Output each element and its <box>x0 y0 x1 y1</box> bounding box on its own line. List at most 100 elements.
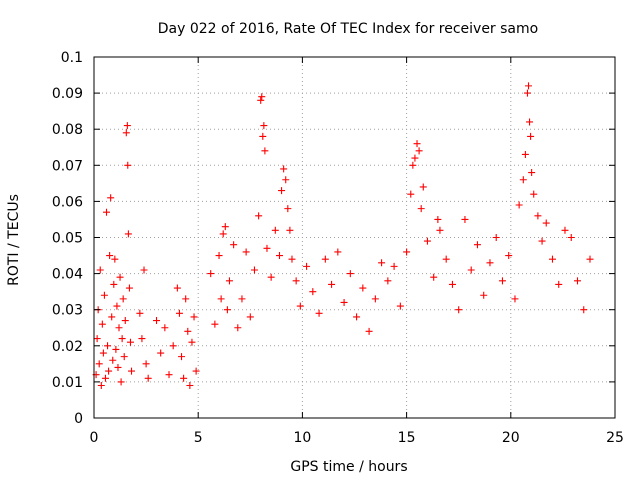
data-point <box>511 295 519 303</box>
data-point <box>417 205 425 213</box>
data-point <box>122 129 130 137</box>
data-point <box>346 270 354 278</box>
data-point <box>100 291 108 299</box>
data-point <box>396 302 404 310</box>
x-tick-label: 0 <box>90 430 99 446</box>
data-point <box>123 122 131 130</box>
x-tick-label: 20 <box>502 430 520 446</box>
data-point <box>461 215 469 223</box>
data-point <box>261 147 269 155</box>
data-point <box>486 259 494 267</box>
data-point <box>112 345 120 353</box>
data-point <box>415 147 423 155</box>
grid-lines <box>94 57 615 418</box>
data-point <box>284 205 292 213</box>
data-point <box>430 273 438 281</box>
data-point <box>365 327 373 335</box>
data-point <box>230 241 238 249</box>
data-point <box>309 288 317 296</box>
data-point <box>409 161 417 169</box>
data-point <box>407 190 415 198</box>
data-point <box>586 255 594 263</box>
data-point <box>93 335 101 343</box>
data-point <box>359 284 367 292</box>
data-point <box>106 252 114 260</box>
data-point <box>567 234 575 241</box>
x-tick-labels: 0 5 10 15 20 25 <box>90 430 624 446</box>
data-point <box>528 169 536 177</box>
data-point <box>113 302 121 310</box>
data-point <box>527 132 535 140</box>
data-point <box>538 237 546 245</box>
x-tick-label: 5 <box>194 430 203 446</box>
data-point <box>328 280 336 288</box>
data-point <box>153 317 161 325</box>
data-point <box>103 208 111 216</box>
data-point <box>534 212 542 220</box>
data-point <box>173 284 181 292</box>
data-point <box>101 374 109 382</box>
data-point <box>492 234 500 241</box>
y-tick-label: 0.1 <box>61 50 83 66</box>
data-point <box>169 342 177 350</box>
data-point <box>286 226 294 234</box>
data-point <box>353 313 361 321</box>
tick-marks <box>93 56 616 419</box>
data-point <box>108 313 116 321</box>
data-point <box>221 223 229 231</box>
data-point <box>519 176 527 184</box>
data-point <box>128 367 136 375</box>
data-point <box>526 118 534 126</box>
data-point <box>255 212 263 220</box>
chart-title: Day 022 of 2016, Rate Of TEC Index for r… <box>158 21 538 37</box>
data-point <box>223 306 231 314</box>
y-tick-label: 0.07 <box>52 158 83 174</box>
data-point <box>188 338 196 346</box>
data-point <box>107 194 115 202</box>
data-point <box>95 360 103 368</box>
data-point <box>288 255 296 263</box>
data-point <box>96 266 104 274</box>
data-point <box>278 187 286 195</box>
data-point <box>124 230 132 238</box>
x-axis-label: GPS time / hours <box>290 459 407 475</box>
data-point <box>530 190 538 198</box>
data-point <box>505 252 513 260</box>
data-point <box>521 150 529 158</box>
data-point <box>259 132 267 140</box>
data-point <box>561 226 569 234</box>
data-point <box>186 382 194 390</box>
data-point <box>263 244 271 252</box>
data-point <box>116 273 124 281</box>
data-point <box>184 327 192 335</box>
data-point <box>211 320 219 328</box>
data-point <box>315 309 323 317</box>
data-point <box>292 277 300 285</box>
data-point <box>525 82 533 90</box>
data-point <box>136 309 144 317</box>
data-point <box>161 324 169 332</box>
y-tick-label: 0.06 <box>52 194 83 210</box>
data-point <box>419 183 427 191</box>
y-tick-label: 0.04 <box>52 267 83 283</box>
y-tick-label: 0.01 <box>52 375 83 391</box>
data-point <box>573 277 581 285</box>
data-point <box>275 252 283 260</box>
data-point <box>180 374 188 382</box>
data-point <box>165 371 173 379</box>
data-point <box>340 298 348 306</box>
data-point <box>190 313 198 321</box>
y-tick-label: 0.03 <box>52 303 83 319</box>
data-point <box>126 338 134 346</box>
x-tick-label: 15 <box>398 430 416 446</box>
data-point <box>238 295 246 303</box>
data-point <box>282 176 290 184</box>
data-point <box>378 259 386 267</box>
data-point <box>257 96 265 104</box>
data-point <box>334 248 342 256</box>
data-point <box>258 93 266 101</box>
data-point <box>217 295 225 303</box>
data-point <box>436 226 444 234</box>
data-point <box>111 255 119 263</box>
